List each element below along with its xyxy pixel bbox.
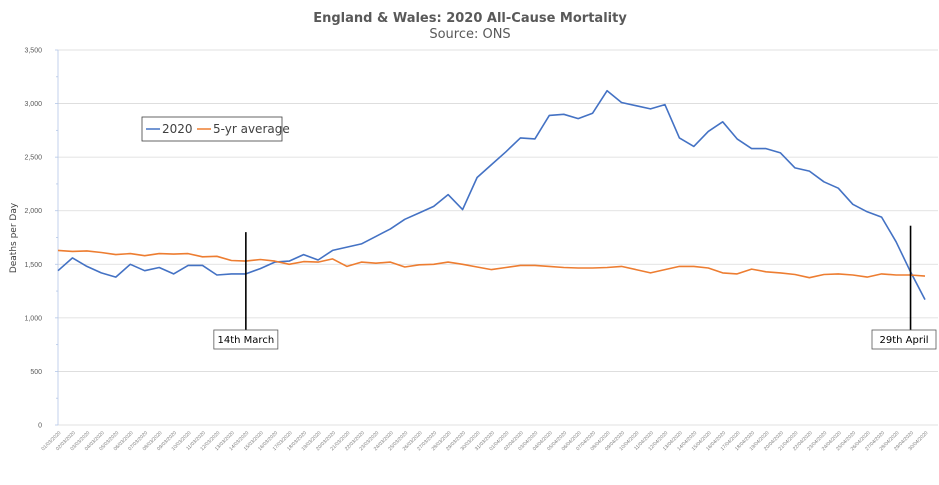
y-tick-label: 1,500: [24, 262, 42, 269]
y-tick-label: 2,500: [24, 155, 42, 162]
y-tick-label: 3,000: [24, 101, 42, 108]
y-tick-label: 1,000: [24, 315, 42, 322]
annotation-label: 14th March: [218, 335, 275, 346]
y-tick-label: 500: [30, 369, 42, 376]
annotation-box: [213, 329, 279, 350]
series-line-5yr-average: [57, 249, 926, 279]
legend-label-2020: 2020: [162, 122, 193, 136]
annotation-label: 29th April: [879, 335, 928, 346]
legend: 2020 5-yr average: [141, 116, 290, 142]
y-tick-label: 0: [38, 423, 42, 430]
y-axis: 0 500 1,000 1,500 2,000 2,500 3,000 3,500: [24, 48, 59, 430]
y-axis-label: Deaths per Day: [9, 202, 19, 273]
annotation-box: [871, 329, 937, 350]
y-tick-label: 2,000: [24, 208, 42, 215]
legend-box: [141, 116, 283, 142]
legend-label-5yr-average: 5-yr average: [213, 122, 290, 136]
annotations: 14th March 29th April: [213, 225, 937, 350]
y-tick-label: 3,500: [24, 48, 42, 55]
x-axis: 01/03/202002/03/202003/03/202004/03/2020…: [40, 430, 929, 452]
series-lines: [57, 89, 926, 300]
chart-subtitle: Source: ONS: [429, 27, 510, 42]
chart-title: England & Wales: 2020 All-Cause Mortalit…: [313, 11, 627, 26]
series-line-2020: [57, 89, 926, 300]
gridlines: [58, 49, 938, 426]
